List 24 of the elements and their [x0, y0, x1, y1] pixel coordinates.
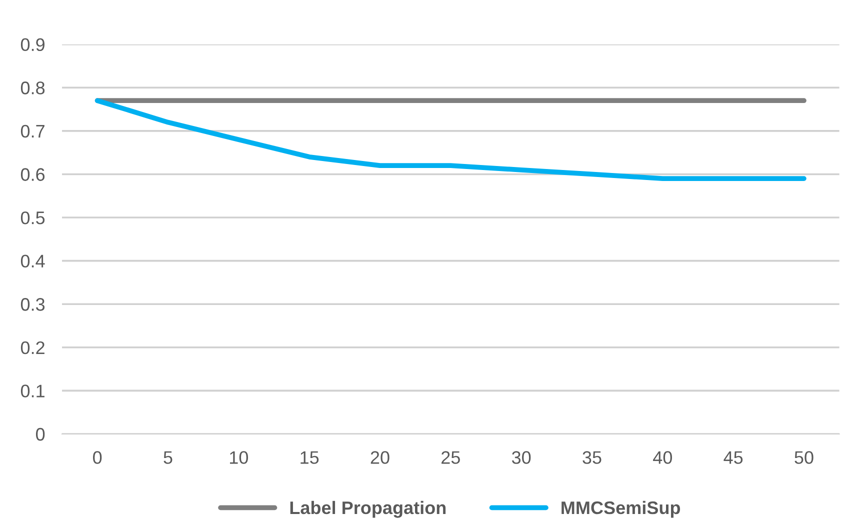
x-tick-label: 10	[230, 451, 248, 464]
y-tick-label: 0.7	[20, 124, 44, 138]
y-tick-label: 0.8	[20, 82, 45, 94]
x-tick-label: 20	[370, 451, 390, 464]
line-series	[94, 98, 806, 181]
y-tick-label: 0	[36, 428, 45, 441]
y-tick-label: 0.6	[20, 168, 45, 181]
x-tick-label: 15	[300, 451, 319, 464]
legend-label: MMCSemiSup	[562, 500, 680, 518]
y-tick-label: 0.1	[20, 384, 44, 398]
y-tick-label: 0.3	[20, 298, 45, 311]
legend-label: Label Propagation	[290, 500, 446, 518]
x-tick-label: 5	[164, 451, 172, 464]
x-tick-label: 0	[93, 451, 102, 464]
x-tick-label: 30	[512, 451, 531, 464]
y-tick-label: 0.4	[20, 254, 45, 268]
y-tick-label: 0.2	[20, 341, 44, 354]
x-tick-label: 35	[582, 451, 602, 464]
x-tick-label: 45	[724, 451, 743, 464]
y-tick-label: 0.5	[20, 211, 45, 224]
x-tick-label: 50	[794, 451, 814, 464]
x-tick-label: 25	[442, 451, 460, 464]
x-tick-label: 40	[653, 451, 672, 464]
y-tick-label: 0.9	[20, 38, 44, 52]
